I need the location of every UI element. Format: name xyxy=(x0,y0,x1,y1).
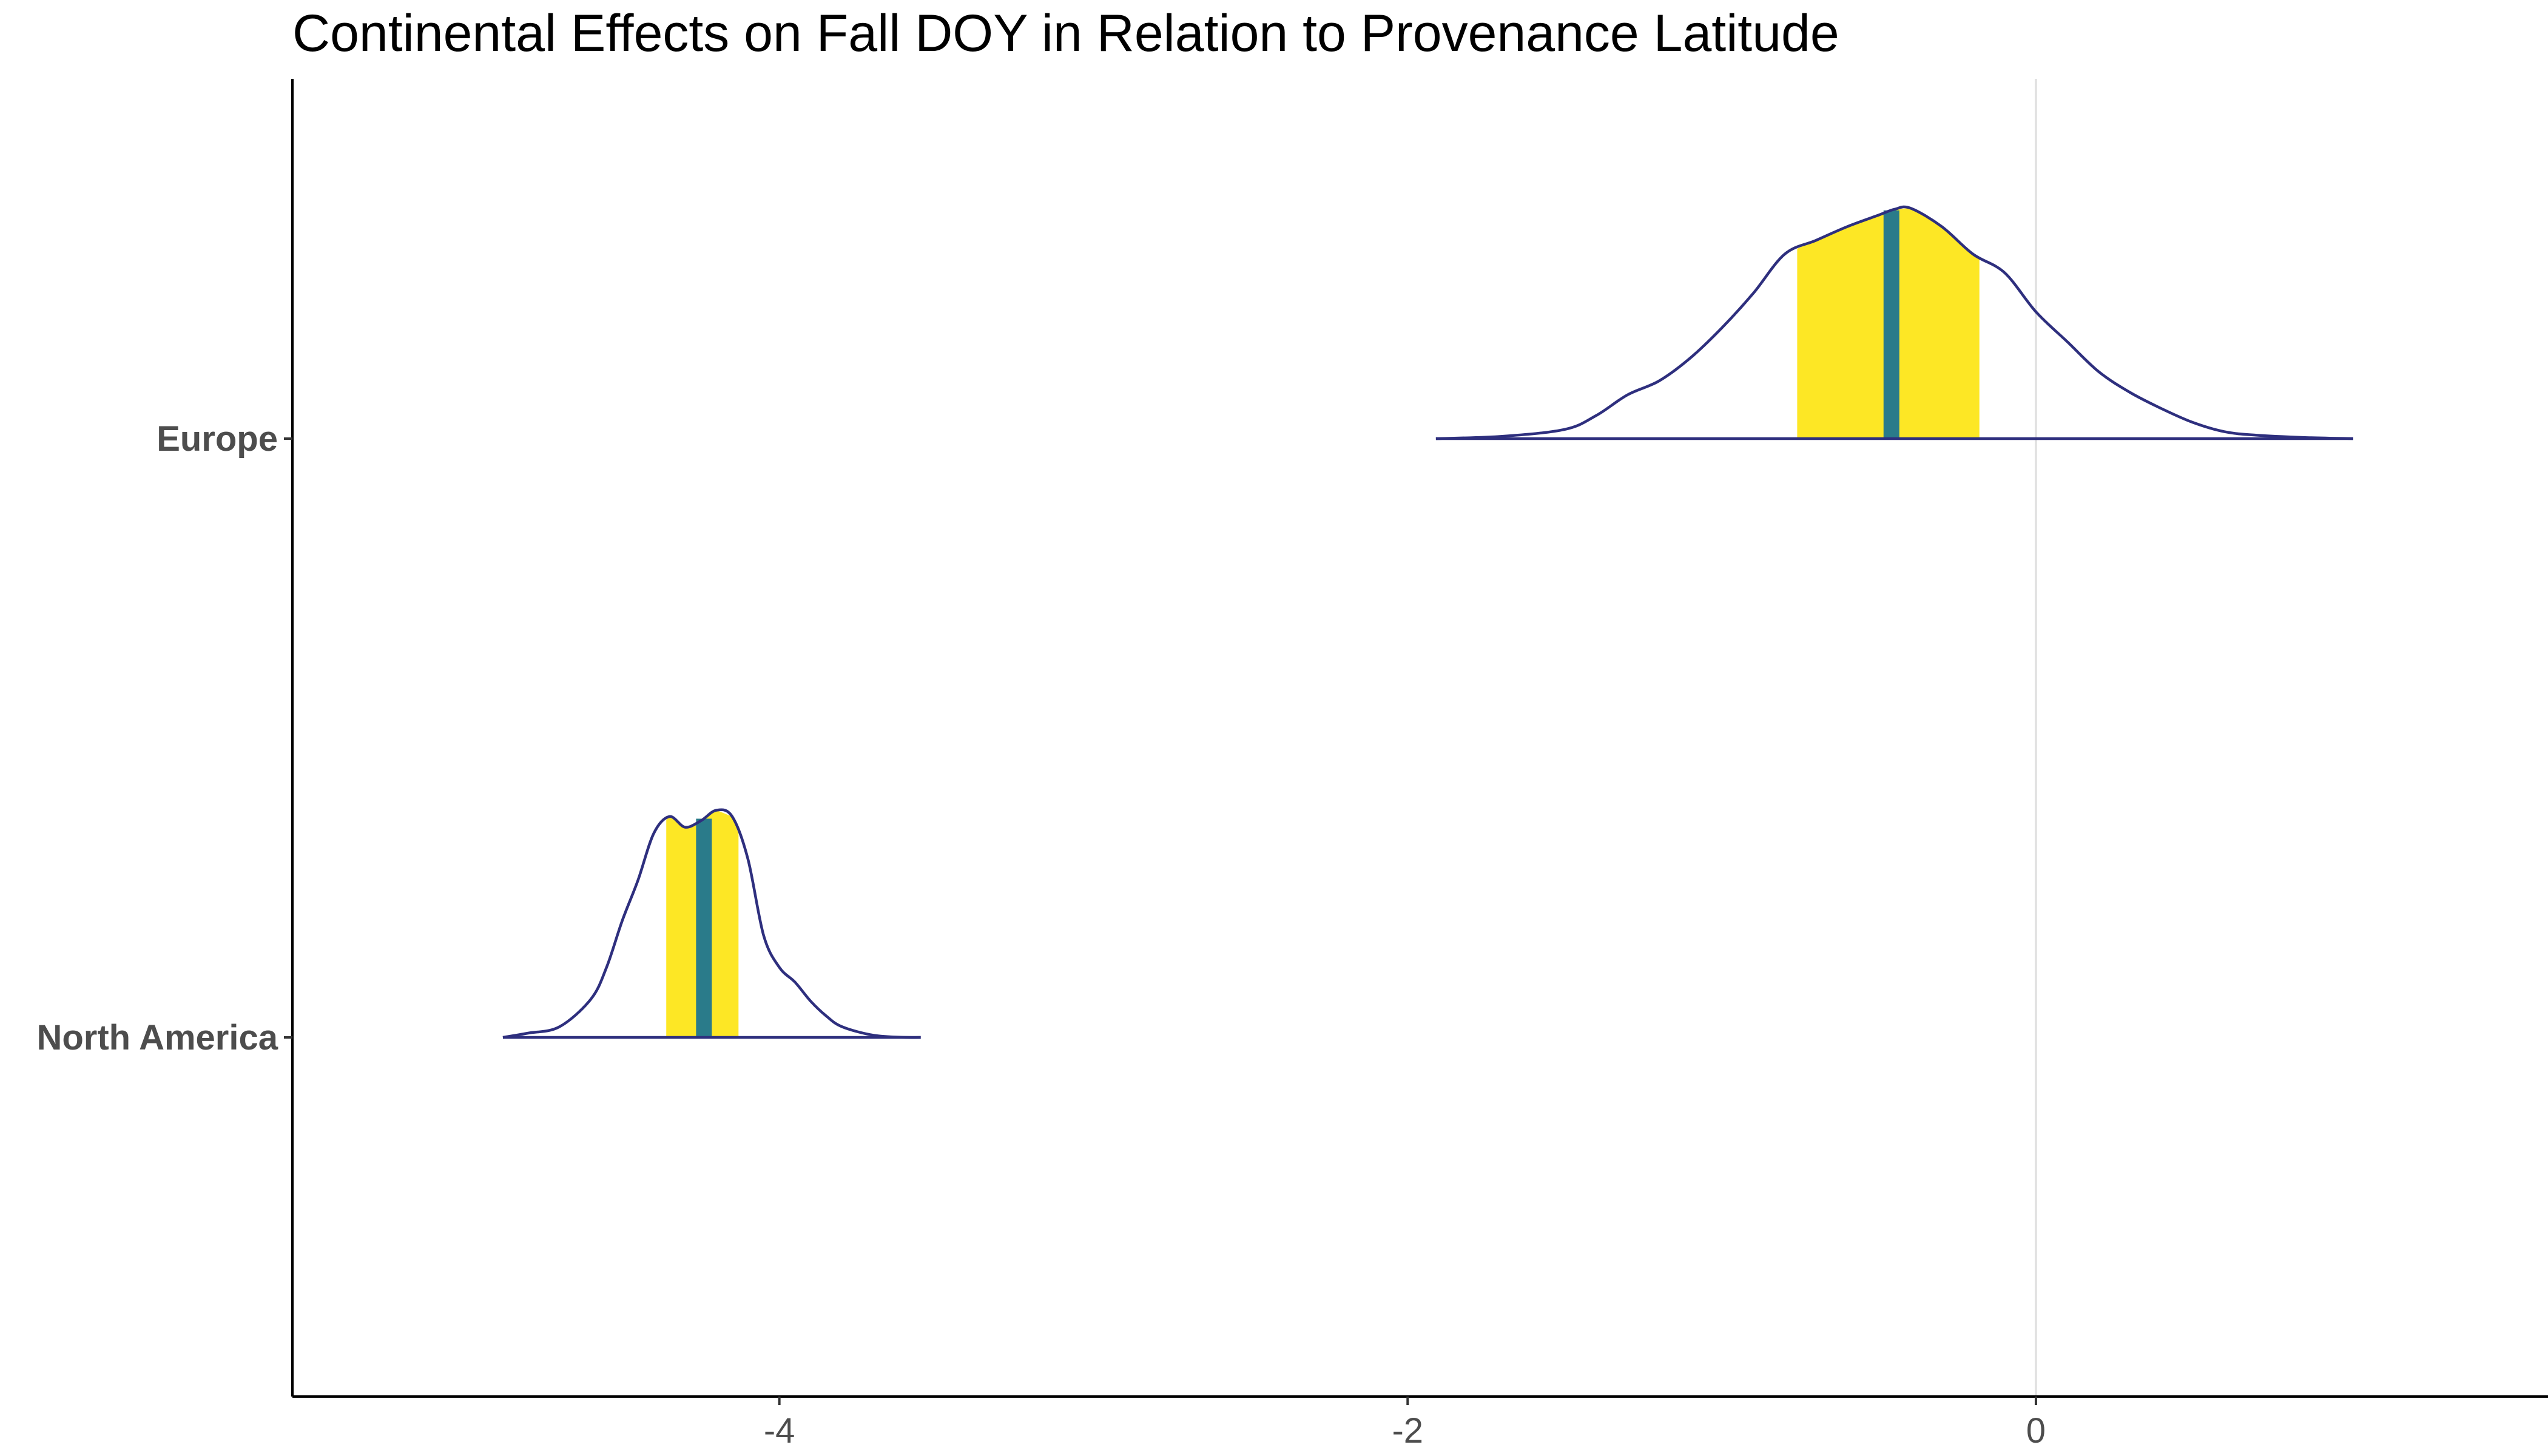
x-tick-label: 0 xyxy=(2026,1411,2046,1451)
chart-title: Continental Effects on Fall DOY in Relat… xyxy=(292,4,1839,62)
density-curve-europe xyxy=(1435,205,2354,440)
y-tick-label: North America xyxy=(36,1018,278,1057)
plot-area: Europe North America -4 -2 0 xyxy=(36,79,2548,1451)
y-tick-label: Europe xyxy=(157,419,278,459)
x-tick-label: -4 xyxy=(764,1411,795,1451)
density-curve-north-america xyxy=(502,808,921,1039)
x-tick-label: -2 xyxy=(1392,1411,1423,1451)
